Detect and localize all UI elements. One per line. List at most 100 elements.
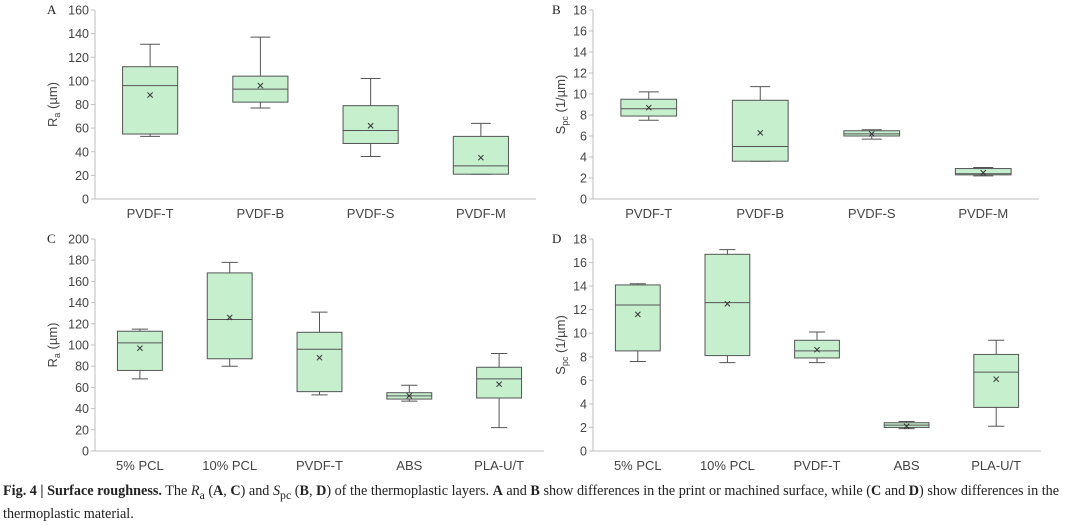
caption-text: ) and bbox=[240, 483, 273, 499]
y-axis-subscript: pc bbox=[560, 356, 570, 366]
y-axis-subscript: a bbox=[52, 113, 62, 118]
panel-b-ytick-label: 0 bbox=[580, 193, 587, 207]
panel-a-ytick-label: 100 bbox=[68, 74, 89, 88]
panel-c-pvdf-t-mean-marker bbox=[316, 354, 323, 361]
caption-spc-subscript: pc bbox=[280, 487, 292, 502]
panel-b-ytick-label: 14 bbox=[573, 46, 587, 60]
panel-a-ytick-label: 0 bbox=[82, 193, 89, 207]
panel-c-10-pcl-box bbox=[206, 272, 253, 360]
caption-panel-ref: A bbox=[213, 483, 224, 499]
panel-c-ytick-label: 140 bbox=[68, 296, 89, 310]
panel-d-pvdf-t-mean-marker bbox=[814, 346, 820, 353]
y-axis-symbol: S bbox=[553, 125, 568, 134]
panel-a-ytick-label: 160 bbox=[68, 4, 89, 18]
panel-d-ytick-label: 0 bbox=[580, 445, 587, 459]
panel-c-ytick-label: 100 bbox=[68, 339, 89, 353]
caption-text: ( bbox=[204, 483, 214, 499]
y-axis-symbol: S bbox=[553, 366, 568, 375]
panel-a-pvdf-t-box bbox=[122, 66, 179, 135]
panel-b-pvdf-s-mean-marker bbox=[868, 130, 875, 137]
panel-b-category-label: PVDF-M bbox=[958, 206, 1008, 221]
panel-d-ytick-label: 14 bbox=[573, 280, 587, 294]
y-axis-subscript: pc bbox=[560, 116, 570, 126]
panel-d-ytick-label: 10 bbox=[573, 327, 587, 341]
caption-panel-ref: D bbox=[316, 483, 327, 499]
panel-c-ytick-label: 40 bbox=[75, 402, 89, 416]
panel-c-category-label: ABS bbox=[396, 458, 422, 470]
caption-panel-ref: B bbox=[299, 483, 309, 499]
panel-a-pvdf-b-mean-marker bbox=[257, 82, 264, 89]
panel-b-pvdf-m-mean-marker bbox=[980, 169, 987, 176]
panel-a-category-label: PVDF-S bbox=[347, 206, 395, 221]
caption-text: show differences in the print or machine… bbox=[539, 483, 871, 499]
panel-a-pvdf-s-mean-marker bbox=[367, 122, 374, 129]
y-axis-unit: (1/µm) bbox=[553, 75, 568, 116]
caption-text: ) of the thermoplastic layers. bbox=[326, 483, 493, 499]
panel-d-pla-u-t-mean-marker bbox=[993, 376, 1000, 383]
figure-caption: Fig. 4 | Surface roughness. The Ra (A, C… bbox=[3, 482, 1077, 524]
panel-d-category-label: 10% PCL bbox=[700, 458, 755, 470]
panel-c-category-label: 5% PCL bbox=[116, 458, 164, 470]
panel-c-pla-u-t-mean-marker bbox=[496, 381, 503, 388]
caption-text: The bbox=[161, 483, 191, 499]
panel-c-ytick-label: 200 bbox=[68, 233, 89, 247]
panel-a-pvdf-s-box bbox=[342, 105, 399, 144]
panel-c-ytick-label: 0 bbox=[82, 445, 89, 459]
panel-a-category-label: PVDF-B bbox=[237, 206, 285, 221]
caption-text: ) show differences in the thermoplastic … bbox=[3, 483, 1060, 522]
panel-c-ytick-label: 180 bbox=[68, 254, 89, 268]
panel-b-pvdf-m-box bbox=[954, 168, 1012, 176]
caption-ra-symbol: R bbox=[190, 483, 200, 499]
panel-a-label: A bbox=[47, 2, 57, 17]
y-axis-symbol: R bbox=[45, 358, 60, 367]
caption-panel-ref: B bbox=[530, 483, 540, 499]
caption-text: , bbox=[223, 483, 231, 499]
caption-panel-ref: C bbox=[230, 483, 241, 499]
panel-a-pvdf-m-box bbox=[452, 135, 509, 175]
panel-d-10-pcl-box bbox=[704, 253, 751, 357]
panel-d-category-label: ABS bbox=[894, 458, 920, 470]
panel-a-y-axis-title: Ra (µm) bbox=[45, 82, 62, 127]
caption-panel-ref: A bbox=[492, 483, 503, 499]
panel-c-ytick-label: 80 bbox=[75, 360, 89, 374]
panel-d-category-label: PVDF-T bbox=[794, 458, 841, 470]
panel-c-category-label: PLA-U/T bbox=[474, 458, 524, 470]
panel-a-pvdf-m-mean-marker bbox=[477, 154, 484, 161]
panel-c-5-pcl-box bbox=[116, 330, 163, 371]
panel-c-10-pcl-mean-marker bbox=[226, 314, 233, 321]
panel-b-pvdf-t-mean-marker bbox=[645, 104, 652, 111]
panel-c-ytick-label: 20 bbox=[75, 423, 89, 437]
panel-b-ytick-label: 8 bbox=[580, 109, 587, 123]
panel-b-pvdf-b-box bbox=[731, 99, 789, 162]
panel-d-5-pcl-box bbox=[614, 284, 661, 352]
panel-a-category-label: PVDF-M bbox=[456, 206, 506, 221]
panel-c-label: C bbox=[47, 231, 56, 246]
panel-d-5-pcl-mean-marker bbox=[634, 311, 641, 318]
panel-b-category-label: PVDF-B bbox=[736, 206, 784, 221]
y-axis-symbol: R bbox=[45, 118, 60, 127]
panel-c-5-pcl-mean-marker bbox=[136, 345, 143, 352]
panel-c-ytick-label: 60 bbox=[75, 381, 89, 395]
panel-b-ytick-label: 2 bbox=[580, 172, 587, 186]
panel-a-pvdf-t-mean-marker bbox=[147, 92, 154, 99]
panel-b-pvdf-b-mean-marker bbox=[757, 129, 764, 136]
y-axis-unit: (µm) bbox=[45, 323, 60, 354]
panel-a-ytick-label: 20 bbox=[75, 169, 89, 183]
panel-a-ytick-label: 120 bbox=[68, 51, 89, 65]
panel-b-category-label: PVDF-S bbox=[848, 206, 896, 221]
panel-d-abs-mean-marker bbox=[903, 423, 910, 430]
caption-text: ( bbox=[291, 483, 300, 499]
panel-b-category-label: PVDF-T bbox=[625, 206, 672, 221]
panel-d-y-axis-title: Spc (1/µm) bbox=[553, 315, 570, 375]
panel-a-ytick-label: 140 bbox=[68, 27, 89, 41]
panel-d-ytick-label: 4 bbox=[580, 397, 587, 411]
caption-text: , bbox=[308, 483, 317, 499]
panel-d-10-pcl-mean-marker bbox=[724, 300, 731, 307]
panel-a-category-label: PVDF-T bbox=[127, 206, 174, 221]
panel-c-pvdf-t-box bbox=[296, 331, 343, 393]
panel-b-ytick-label: 12 bbox=[573, 67, 587, 81]
panel-b-y-axis-title: Spc (1/µm) bbox=[553, 75, 570, 135]
panel-a-ytick-label: 80 bbox=[75, 98, 89, 112]
y-axis-unit: (1/µm) bbox=[553, 315, 568, 356]
